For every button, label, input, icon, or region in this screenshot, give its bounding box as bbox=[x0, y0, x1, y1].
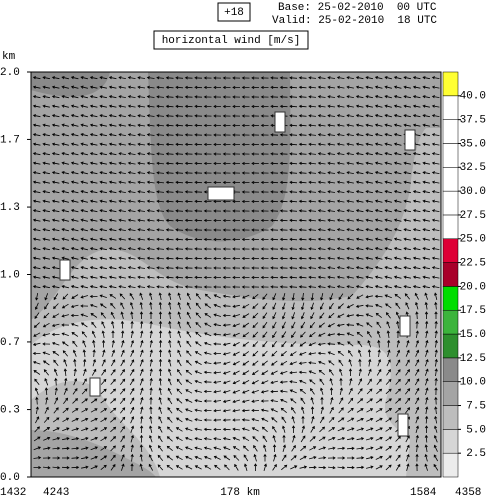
y-tick-label: 0.7 bbox=[0, 337, 20, 349]
y-tick-label: 2.0 bbox=[0, 67, 20, 79]
wind-arrows bbox=[32, 76, 440, 472]
colorbar-label: 17.5 bbox=[460, 305, 486, 317]
site-marker bbox=[397, 413, 409, 437]
y-tick-label: 0.3 bbox=[0, 404, 20, 416]
colorbar-cell bbox=[442, 190, 459, 216]
contour-region bbox=[31, 430, 156, 477]
colorbar-label: 20.0 bbox=[460, 281, 486, 293]
colorbar-label: 10.0 bbox=[460, 377, 486, 389]
site-marker bbox=[59, 259, 71, 281]
colorbar-cell bbox=[442, 238, 459, 263]
contour-region bbox=[148, 72, 291, 242]
field bbox=[31, 72, 441, 477]
colorbar-label: 35.0 bbox=[460, 138, 486, 150]
colorbar-cell bbox=[442, 143, 459, 168]
chart-title: horizontal wind [m/s] bbox=[162, 35, 301, 47]
contour-region bbox=[31, 319, 410, 477]
step-box bbox=[217, 2, 251, 22]
colorbar-label: 25.0 bbox=[460, 234, 486, 246]
contour-region bbox=[31, 72, 110, 97]
site-marker bbox=[274, 111, 286, 133]
colorbar-label: 15.0 bbox=[460, 329, 486, 341]
x-label: 4243 bbox=[43, 487, 69, 499]
colorbar-cell bbox=[442, 309, 459, 335]
wind-arrow bbox=[32, 76, 440, 472]
title-box bbox=[153, 30, 309, 50]
base-time: Base: 25-02-2010 00 UTC bbox=[278, 2, 437, 14]
colorbar-cell bbox=[442, 405, 459, 430]
colorbar-label: 27.5 bbox=[460, 210, 486, 222]
colorbar-label: 37.5 bbox=[460, 115, 486, 127]
y-tick-label: 1.0 bbox=[0, 269, 20, 281]
colorbar-label: 7.5 bbox=[466, 400, 486, 412]
x-label: 1584 bbox=[410, 487, 437, 499]
valid-time: Valid: 25-02-2010 18 UTC bbox=[272, 15, 437, 27]
colorbar-cell bbox=[442, 333, 459, 359]
y-tick-label: 0.0 bbox=[0, 472, 20, 484]
site-marker bbox=[207, 186, 235, 201]
site-marker bbox=[89, 377, 101, 397]
colorbar-cell bbox=[442, 167, 459, 192]
colorbar-label: 30.0 bbox=[460, 186, 486, 198]
x-label: 1432 bbox=[0, 487, 26, 499]
colorbar-cell bbox=[442, 286, 459, 311]
colorbar-label: 12.5 bbox=[460, 353, 486, 365]
x-label: 4358 bbox=[455, 487, 481, 499]
colorbar-label: 5.0 bbox=[466, 424, 486, 436]
site-marker bbox=[399, 315, 411, 337]
colorbar-label: 22.5 bbox=[460, 257, 486, 269]
y-tick-label: 1.7 bbox=[0, 134, 20, 146]
colorbar-label: 32.5 bbox=[460, 162, 486, 174]
y-tick-label: 1.3 bbox=[0, 202, 20, 214]
x-label: 178 km bbox=[220, 487, 260, 499]
forecast-step: +18 bbox=[224, 7, 244, 19]
colorbar-label: 2.5 bbox=[466, 448, 486, 460]
colorbar-cell bbox=[442, 71, 459, 97]
site-marker bbox=[404, 129, 416, 151]
colorbar-cell bbox=[442, 357, 459, 382]
colorbar-cell bbox=[442, 381, 459, 406]
colorbar-cell bbox=[442, 429, 459, 454]
colorbar-cell bbox=[442, 95, 459, 120]
colorbar-cell bbox=[442, 214, 459, 240]
colorbar-cell bbox=[442, 452, 459, 478]
colorbar-cell bbox=[442, 119, 459, 144]
y-unit: km bbox=[2, 51, 16, 63]
colorbar-cell bbox=[442, 262, 459, 287]
colorbar-label: 40.0 bbox=[460, 91, 486, 103]
